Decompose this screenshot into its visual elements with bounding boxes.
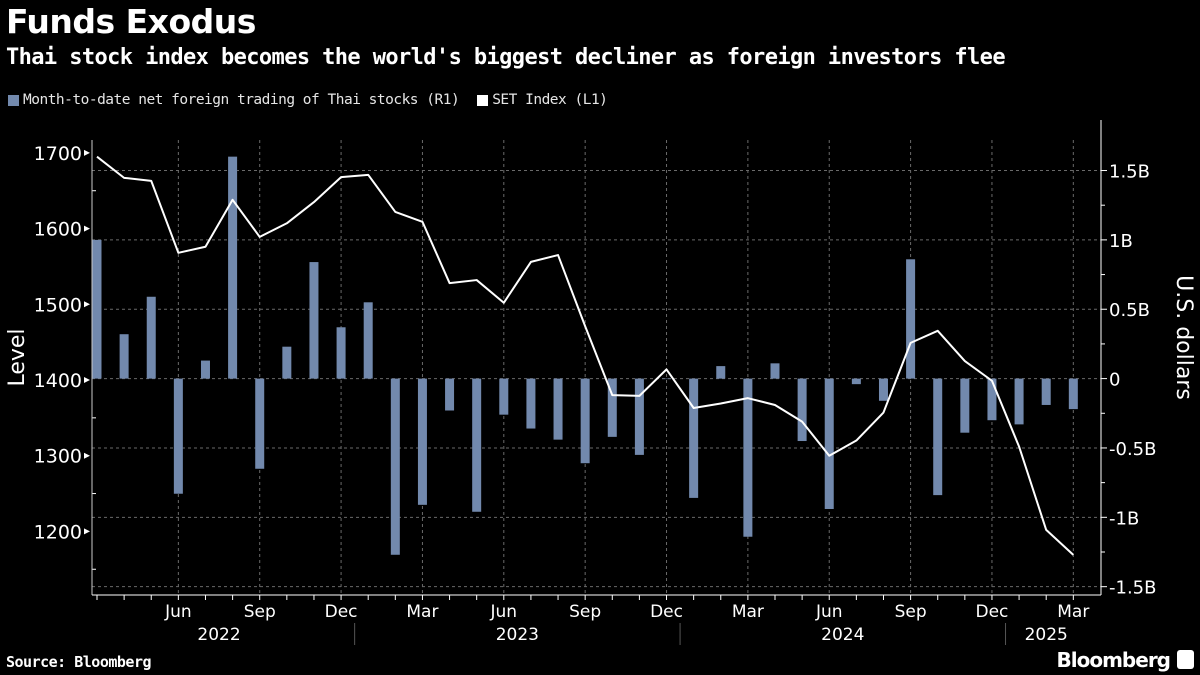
x-tick-label: Mar — [406, 602, 438, 622]
left-axis-tick — [84, 452, 90, 459]
left-tick-label: 1200 — [34, 521, 82, 543]
left-axis-tick — [84, 528, 90, 535]
year-label: 2022 — [197, 625, 240, 645]
chart-subtitle: Thai stock index becomes the world's big… — [6, 45, 1006, 70]
right-tick-label: -1.5B — [1109, 578, 1156, 599]
bar-2022-07 — [200, 360, 210, 379]
right-tick-label: -0.5B — [1109, 439, 1156, 460]
bar-2024-09 — [906, 259, 916, 379]
left-axis-title: Level — [5, 328, 30, 386]
bar-2024-07 — [851, 378, 861, 385]
bar-2023-07 — [526, 378, 536, 429]
right-tick-label: 0.5B — [1109, 300, 1150, 321]
right-tick-label: 0 — [1109, 370, 1120, 391]
bar-2024-02 — [716, 366, 726, 379]
bar-2023-03 — [417, 378, 427, 505]
bar-2024-01 — [689, 378, 699, 498]
bar-2024-04 — [770, 363, 780, 379]
chart-title: Funds Exodus — [6, 2, 256, 41]
x-tick-label: Sep — [244, 602, 276, 622]
right-axis-title: U.S. dollars — [1171, 275, 1196, 400]
x-tick-label: Mar — [732, 602, 764, 622]
x-tick-label: Mar — [1057, 602, 1089, 622]
x-tick-label: Dec — [976, 602, 1009, 622]
year-label: 2023 — [496, 625, 539, 645]
bar-2022-05 — [146, 296, 156, 379]
x-tick-label: Jun — [815, 602, 843, 622]
bar-2024-08 — [878, 378, 888, 401]
legend-swatch-bar — [8, 94, 19, 106]
x-tick-label: Dec — [650, 602, 683, 622]
year-label: 2024 — [821, 625, 864, 645]
bar-2022-04 — [119, 334, 129, 379]
year-label: 2025 — [1025, 625, 1068, 645]
bloomberg-chart-icon — [1177, 650, 1194, 669]
bar-2024-06 — [824, 378, 834, 509]
legend-swatch-line — [477, 94, 489, 106]
legend-item-set-index: SET Index (L1) — [477, 92, 608, 108]
right-tick-label: 1B — [1109, 231, 1133, 252]
right-tick-label: 1.5B — [1109, 162, 1150, 183]
bar-2023-09 — [580, 378, 590, 464]
bar-2023-12 — [662, 378, 672, 380]
bar-2024-10 — [933, 378, 943, 496]
legend-label: SET Index (L1) — [492, 92, 608, 108]
bar-2023-01 — [363, 302, 373, 379]
legend: Month-to-date net foreign trading of Tha… — [8, 92, 608, 108]
left-tick-label: 1500 — [34, 294, 82, 316]
x-tick-label: Jun — [164, 602, 192, 622]
bar-2022-11 — [309, 262, 319, 379]
bar-2023-11 — [634, 378, 644, 455]
bar-2022-06 — [173, 378, 183, 494]
bar-2023-06 — [499, 378, 509, 415]
left-tick-label: 1400 — [34, 370, 82, 392]
x-tick-label: Jun — [490, 602, 518, 622]
left-axis-tick — [84, 376, 90, 383]
bar-2025-01 — [1014, 378, 1024, 425]
bar-2023-04 — [445, 378, 455, 411]
left-tick-label: 1300 — [34, 446, 82, 468]
bar-2024-05 — [797, 378, 807, 442]
left-axis-tick — [84, 301, 90, 308]
bar-2024-12 — [987, 378, 997, 421]
bar-2023-02 — [390, 378, 400, 555]
left-tick-label: 1700 — [34, 143, 82, 165]
x-tick-label: Sep — [569, 602, 601, 622]
bar-2024-11 — [960, 378, 970, 433]
right-tick-label: -1B — [1109, 508, 1139, 529]
legend-label: Month-to-date net foreign trading of Tha… — [23, 92, 460, 108]
left-axis-tick — [84, 149, 90, 156]
x-tick-label: Sep — [895, 602, 927, 622]
bar-2022-12 — [336, 327, 346, 379]
left-axis-tick — [84, 225, 90, 232]
bar-2024-03 — [743, 378, 753, 537]
set-index-line — [96, 155, 1074, 556]
legend-item-net-foreign-trading: Month-to-date net foreign trading of Tha… — [8, 92, 460, 108]
bar-2022-03 — [92, 239, 102, 379]
bar-2022-08 — [228, 156, 238, 379]
bar-2023-05 — [472, 378, 482, 512]
left-tick-label: 1600 — [34, 219, 82, 241]
bar-2023-08 — [553, 378, 563, 440]
bar-2022-10 — [282, 346, 292, 379]
bar-2022-09 — [255, 378, 265, 469]
x-tick-label: Dec — [325, 602, 358, 622]
source-note: Source: Bloomberg — [6, 653, 152, 671]
bar-2025-03 — [1068, 378, 1078, 410]
bar-2025-02 — [1041, 378, 1051, 405]
brand-logo: Bloomberg — [1056, 648, 1171, 672]
bar-2023-10 — [607, 378, 617, 437]
